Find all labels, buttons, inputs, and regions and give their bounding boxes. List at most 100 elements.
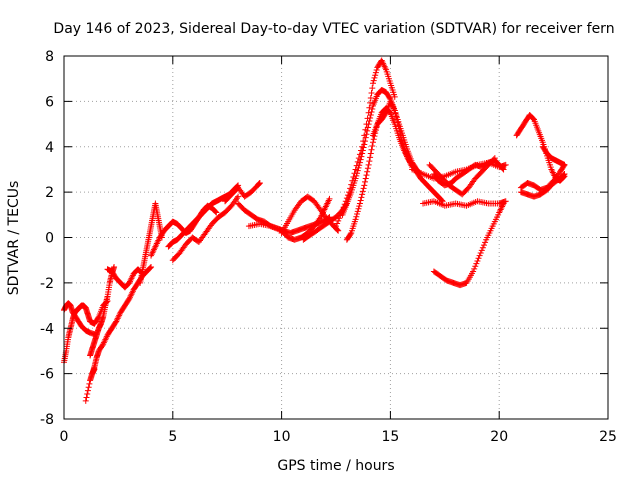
data-point [334, 226, 341, 233]
data-point [399, 137, 406, 144]
series-seg-early-b [61, 300, 100, 339]
data-point [366, 158, 373, 165]
data-point [398, 134, 405, 141]
data-point [355, 164, 362, 171]
data-point [368, 146, 375, 153]
series-seg-end-c [517, 170, 568, 200]
data-point [360, 185, 367, 192]
data-point [367, 154, 374, 161]
data-point [491, 155, 498, 162]
data-point [372, 72, 379, 79]
data-point [84, 391, 91, 398]
y-axis-label: SDTVAR / TECUs [6, 181, 22, 296]
data-point [354, 167, 361, 174]
y-tick-label: 8 [45, 49, 54, 65]
data-point [356, 203, 363, 210]
y-tick-label: 4 [45, 140, 54, 156]
x-axis-label: GPS time / hours [277, 458, 394, 474]
data-point [357, 197, 364, 204]
data-point [148, 263, 155, 270]
series-seg-peak-a [333, 57, 398, 230]
x-tick-label: 10 [273, 429, 291, 445]
chart-title: Day 146 of 2023, Sidereal Day-to-day VTE… [53, 21, 614, 37]
data-point [326, 195, 333, 202]
data-point [373, 66, 380, 73]
y-tick-label: -6 [40, 367, 54, 383]
data-point [354, 211, 361, 218]
data-point [363, 172, 370, 179]
data-point [479, 244, 486, 251]
series-seg-late-d [430, 200, 507, 289]
data-point [471, 265, 478, 272]
data-point [99, 342, 106, 349]
data-point [364, 168, 371, 175]
data-point [359, 188, 366, 195]
y-tick-label: -4 [40, 321, 54, 337]
grid [64, 56, 608, 419]
data-point [360, 144, 367, 151]
series-seg-early-c [87, 263, 118, 359]
data-point [370, 136, 377, 143]
data-point [85, 384, 92, 391]
data-point [472, 263, 479, 270]
data-point [359, 147, 366, 154]
data-point [353, 213, 360, 220]
data-point [364, 127, 371, 134]
data-point [369, 85, 376, 92]
series-seg-outliers [82, 366, 98, 404]
x-tick-label: 0 [60, 429, 69, 445]
x-tick-label: 15 [381, 429, 399, 445]
data-point [470, 268, 477, 275]
data-point [361, 141, 368, 148]
data-point [334, 220, 341, 227]
data-point [356, 159, 363, 166]
series-seg-late-e [426, 155, 498, 198]
data-point [366, 104, 373, 111]
data-points [61, 57, 568, 404]
data-point [355, 205, 362, 212]
y-tick-label: 0 [45, 231, 54, 247]
x-tick-label: 20 [490, 429, 508, 445]
data-point [357, 156, 364, 163]
data-point [477, 250, 484, 257]
data-point [354, 170, 361, 177]
data-point [112, 319, 119, 326]
data-point [125, 296, 132, 303]
data-point [394, 119, 401, 126]
data-point [530, 115, 537, 122]
axis-ticks: 0 5 10 15 20 25 -8 -6 -4 -2 0 2 4 6 8 [40, 49, 617, 445]
series-seg-rise-a [137, 200, 165, 286]
data-point [362, 175, 369, 182]
data-point [382, 110, 389, 117]
data-point [84, 387, 91, 394]
data-point [212, 208, 219, 215]
data-point [393, 113, 400, 120]
data-point [386, 108, 393, 115]
data-point [147, 264, 154, 271]
data-point [474, 257, 481, 264]
y-tick-label: -8 [40, 412, 54, 428]
data-point [364, 124, 371, 131]
series-seg-mid-c [278, 193, 342, 236]
data-point [335, 227, 342, 234]
data-point [396, 125, 403, 132]
data-point [365, 121, 372, 128]
data-point [395, 122, 402, 129]
y-tick-label: -2 [40, 276, 54, 292]
data-point [356, 162, 363, 169]
data-point [502, 161, 509, 168]
data-point [438, 197, 445, 204]
data-point [372, 69, 379, 76]
data-point [476, 252, 483, 259]
x-tick-label: 5 [168, 429, 177, 445]
data-point [475, 255, 482, 262]
data-point [473, 260, 480, 267]
data-point [367, 115, 374, 122]
data-point [367, 99, 374, 106]
data-point [367, 150, 374, 157]
data-point [369, 105, 376, 112]
data-point [354, 208, 361, 215]
data-point [365, 161, 372, 168]
data-point [396, 128, 403, 135]
